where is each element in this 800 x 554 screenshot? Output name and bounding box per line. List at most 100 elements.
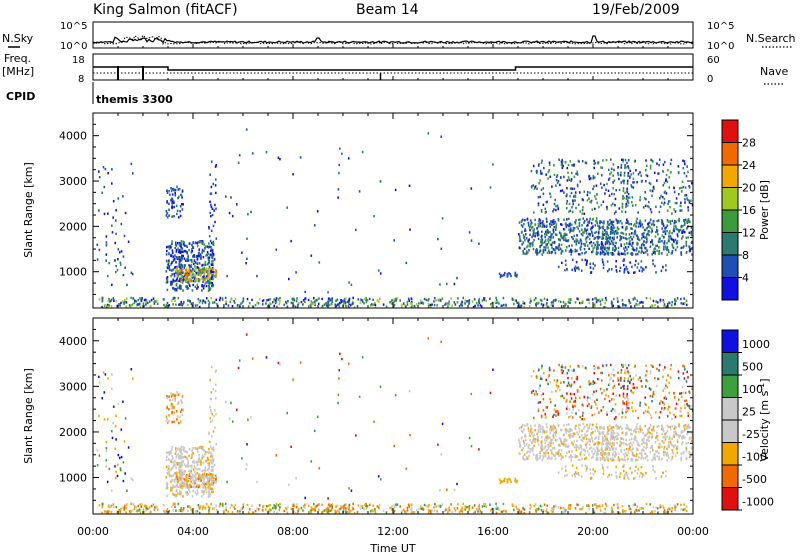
data-cell	[202, 299, 205, 302]
data-cell	[575, 238, 577, 241]
data-cell	[538, 251, 541, 254]
data-cell	[298, 302, 300, 305]
data-cell	[519, 239, 522, 242]
data-cell	[338, 305, 341, 308]
data-cell	[517, 303, 520, 306]
data-cell	[666, 180, 669, 184]
data-cell	[625, 432, 627, 435]
data-cell	[117, 197, 120, 200]
data-cell	[211, 459, 213, 462]
data-cell	[379, 503, 381, 506]
data-cell	[668, 301, 670, 304]
data-cell	[214, 409, 216, 412]
data-cell	[197, 271, 200, 275]
data-cell	[608, 248, 610, 251]
data-cell	[350, 489, 353, 492]
data-cell	[176, 277, 178, 280]
data-cell	[111, 387, 113, 391]
data-cell	[549, 238, 552, 242]
data-cell	[420, 507, 422, 511]
data-cell	[620, 449, 622, 452]
data-cell	[215, 273, 217, 277]
data-cell	[647, 222, 649, 226]
data-cell	[503, 273, 506, 277]
data-cell	[186, 482, 188, 485]
data-cell	[212, 446, 215, 449]
data-cell	[457, 503, 459, 506]
data-cell	[182, 408, 184, 411]
data-cell	[206, 487, 208, 490]
data-cell	[648, 233, 650, 237]
data-cell	[686, 197, 688, 200]
data-cell	[427, 337, 430, 340]
data-cell	[602, 450, 604, 453]
data-cell	[132, 297, 135, 300]
data-cell	[146, 507, 148, 510]
data-cell	[634, 435, 636, 438]
data-cell	[682, 186, 685, 189]
data-cell	[644, 219, 647, 222]
data-cell	[368, 297, 371, 301]
data-cell	[489, 391, 492, 395]
data-cell	[174, 452, 177, 455]
data-cell	[189, 475, 192, 478]
data-cell	[177, 296, 180, 300]
data-cell	[570, 253, 572, 256]
data-cell	[589, 217, 591, 220]
data-cell	[548, 456, 551, 460]
data-cell	[675, 447, 678, 451]
data-cell	[527, 457, 529, 460]
data-cell	[372, 504, 374, 507]
data-cell	[410, 503, 413, 506]
data-cell	[522, 506, 524, 510]
data-cell	[104, 373, 107, 376]
data-cell	[602, 237, 605, 240]
data-cell	[601, 186, 603, 189]
data-cell	[209, 287, 212, 290]
data-cell	[418, 508, 420, 511]
data-cell	[642, 267, 644, 270]
data-cell	[594, 437, 596, 440]
data-cell	[307, 298, 310, 302]
data-cell	[470, 187, 473, 190]
data-cell	[180, 509, 182, 512]
data-cell	[122, 506, 124, 509]
data-cell	[285, 506, 287, 510]
data-cell	[575, 219, 577, 222]
data-cell	[275, 248, 278, 251]
data-cell	[171, 448, 173, 451]
data-cell	[687, 209, 690, 212]
data-cell	[544, 441, 546, 444]
data-cell	[663, 197, 666, 201]
data-cell	[172, 286, 174, 290]
data-cell	[166, 451, 168, 454]
data-cell	[683, 172, 686, 175]
data-cell	[651, 194, 653, 197]
data-cell	[382, 303, 385, 306]
data-cell	[175, 466, 177, 470]
data-cell	[636, 447, 638, 450]
data-cell	[404, 510, 406, 513]
data-cell	[491, 507, 494, 511]
data-cell	[558, 231, 561, 234]
data-cell	[606, 433, 608, 436]
data-cell	[532, 440, 534, 443]
data-cell	[580, 438, 583, 441]
data-cell	[519, 246, 521, 250]
data-cell	[245, 262, 247, 265]
data-cell	[624, 246, 627, 249]
data-cell	[178, 195, 180, 198]
data-cell	[330, 302, 333, 306]
data-cell	[265, 508, 267, 511]
data-cell	[210, 160, 213, 163]
data-cell	[580, 245, 582, 248]
data-cell	[576, 185, 579, 188]
data-cell	[593, 443, 595, 446]
data-cell	[665, 264, 667, 267]
data-cell	[659, 504, 662, 507]
data-cell	[656, 244, 658, 247]
data-cell	[580, 508, 582, 511]
data-cell	[199, 473, 201, 476]
data-cell	[568, 202, 571, 206]
data-cell	[204, 451, 207, 454]
